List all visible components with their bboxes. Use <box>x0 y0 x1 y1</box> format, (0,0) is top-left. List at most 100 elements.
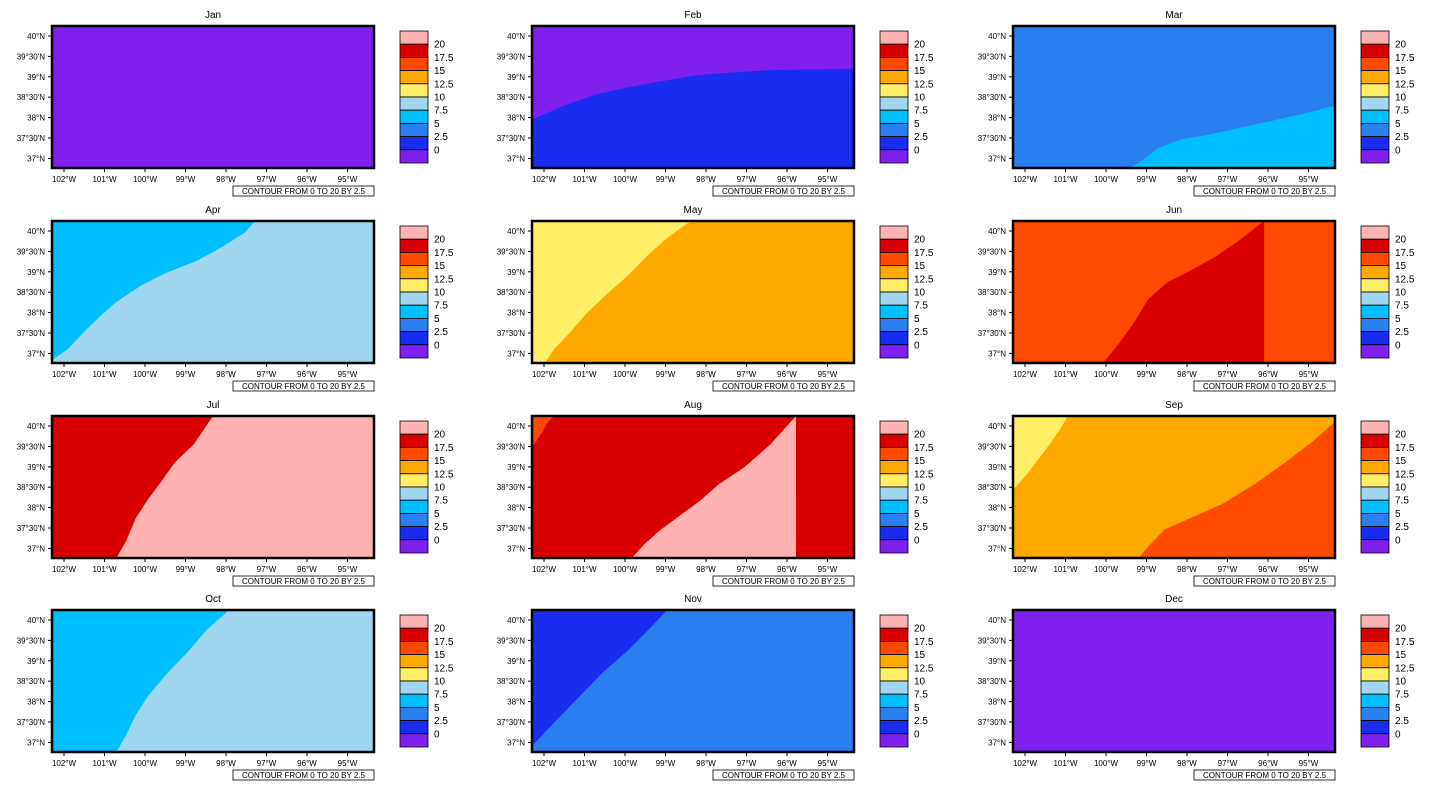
lon-tick-label: 102°W <box>52 175 77 184</box>
lon-tick-label: 97°W <box>1218 370 1238 379</box>
lon-tick-label: 97°W <box>737 565 757 574</box>
legend-label: 7.5 <box>434 496 448 507</box>
legend-label: 5 <box>914 119 920 130</box>
legend-label: 12.5 <box>1395 274 1415 285</box>
legend-swatch <box>879 654 909 669</box>
panel-title: May <box>684 205 703 216</box>
contour-note: CONTOUR FROM 0 TO 20 BY 2.5 <box>712 380 855 392</box>
color-legend: 20 17.5 15 12.5 10 7.5 5 2.5 0 <box>879 614 934 748</box>
lat-tick-label: 39°30'N <box>497 247 526 256</box>
legend-swatch <box>399 513 429 528</box>
panel-feb: Feb 40°N 39°30'N 39°N 38°30'N 38°N 37°30'N 37°N… <box>497 10 934 197</box>
legend-swatch <box>1360 654 1390 669</box>
legend-label: 10 <box>1395 93 1407 104</box>
panel-title: Dec <box>1165 594 1183 605</box>
legend-swatch <box>879 265 909 280</box>
legend-label: 2.5 <box>914 132 928 143</box>
lon-tick-label: 99°W <box>1137 565 1157 574</box>
lon-tick-label: 99°W <box>176 759 196 768</box>
legend-label: 20 <box>1395 430 1407 441</box>
legend-label: 20 <box>914 235 926 246</box>
legend-swatch <box>1360 30 1390 45</box>
legend-label: 2.5 <box>434 132 448 143</box>
legend-label: 17.5 <box>1395 248 1415 259</box>
legend-label: 5 <box>434 509 440 520</box>
legend-swatch <box>399 238 429 253</box>
legend-label: 12.5 <box>914 274 934 285</box>
lat-tick-label: 37°30'N <box>978 329 1007 338</box>
lat-tick-label: 37°N <box>27 738 45 747</box>
lon-tick-label: 98°W <box>216 759 236 768</box>
legend-label: 10 <box>434 288 446 299</box>
legend-label: 2.5 <box>1395 716 1409 727</box>
legend-label: 0 <box>914 340 920 351</box>
contour-note-box <box>232 185 375 197</box>
contour-note-box <box>232 575 375 587</box>
color-legend: 20 17.5 15 12.5 10 7.5 5 2.5 0 <box>1360 225 1415 359</box>
contour-region <box>1138 421 1335 558</box>
lat-tick-label: 39°30'N <box>497 52 526 61</box>
lat-tick-label: 39°30'N <box>978 247 1007 256</box>
color-legend: 20 17.5 15 12.5 10 7.5 5 2.5 0 <box>399 614 454 748</box>
lat-tick-label: 37°30'N <box>497 718 526 727</box>
lat-tick-label: 37°30'N <box>497 134 526 143</box>
legend-label: 10 <box>914 288 926 299</box>
lat-tick-label: 37°N <box>27 349 45 358</box>
lon-tick-label: 96°W <box>297 759 317 768</box>
panel-title: Feb <box>684 10 702 21</box>
lon-tick-label: 99°W <box>656 565 676 574</box>
legend-label: 7.5 <box>914 301 928 312</box>
legend-swatch <box>1360 57 1390 72</box>
lon-tick-label: 95°W <box>1299 370 1319 379</box>
lat-tick-label: 37°N <box>507 544 525 553</box>
legend-label: 15 <box>434 650 446 661</box>
legend-label: 10 <box>434 677 446 688</box>
legend-label: 17.5 <box>1395 443 1415 454</box>
legend-swatch <box>879 667 909 682</box>
contour-note-text: CONTOUR FROM 0 TO 20 BY 2.5 <box>1203 187 1327 196</box>
legend-label: 0 <box>1395 729 1401 740</box>
legend-swatch <box>879 57 909 72</box>
legend-swatch <box>1360 43 1390 58</box>
lon-tick-label: 100°W <box>133 175 158 184</box>
lat-tick-label: 39°30'N <box>17 636 46 645</box>
lon-tick-label: 101°W <box>92 175 117 184</box>
legend-swatch <box>879 460 909 475</box>
lat-tick-label: 39°N <box>507 268 525 277</box>
lat-tick-label: 38°30'N <box>497 288 526 297</box>
lon-tick-label: 96°W <box>777 565 797 574</box>
legend-swatch <box>399 265 429 280</box>
legend-label: 5 <box>1395 703 1401 714</box>
legend-label: 2.5 <box>914 716 928 727</box>
lat-tick-label: 38°30'N <box>17 288 46 297</box>
legend-label: 5 <box>1395 509 1401 520</box>
contour-region <box>532 416 555 448</box>
lat-tick-label: 37°30'N <box>17 134 46 143</box>
lat-tick-label: 38°30'N <box>17 677 46 686</box>
legend-label: 15 <box>914 650 926 661</box>
lat-tick-label: 39°N <box>27 463 45 472</box>
lon-tick-label: 98°W <box>216 370 236 379</box>
lon-tick-label: 102°W <box>1013 759 1038 768</box>
contour-note: CONTOUR FROM 0 TO 20 BY 2.5 <box>232 380 375 392</box>
lon-tick-label: 102°W <box>532 175 557 184</box>
lon-tick-label: 98°W <box>1177 759 1197 768</box>
lon-tick-label: 101°W <box>1053 370 1078 379</box>
legend-label: 10 <box>914 483 926 494</box>
legend-label: 2.5 <box>434 522 448 533</box>
lat-tick-label: 40°N <box>27 32 45 41</box>
legend-label: 0 <box>434 340 440 351</box>
legend-label: 10 <box>434 483 446 494</box>
lon-tick-label: 96°W <box>1258 175 1278 184</box>
lat-tick-label: 38°30'N <box>497 93 526 102</box>
lat-tick-label: 38°N <box>988 504 1006 513</box>
legend-swatch <box>399 225 429 240</box>
legend-label: 0 <box>914 535 920 546</box>
legend-swatch <box>1360 420 1390 435</box>
lat-tick-label: 40°N <box>507 616 525 625</box>
lon-tick-label: 97°W <box>737 175 757 184</box>
legend-label: 5 <box>914 703 920 714</box>
lon-tick-label: 102°W <box>1013 175 1038 184</box>
legend-swatch <box>399 278 429 293</box>
panel-title: Apr <box>205 205 221 216</box>
